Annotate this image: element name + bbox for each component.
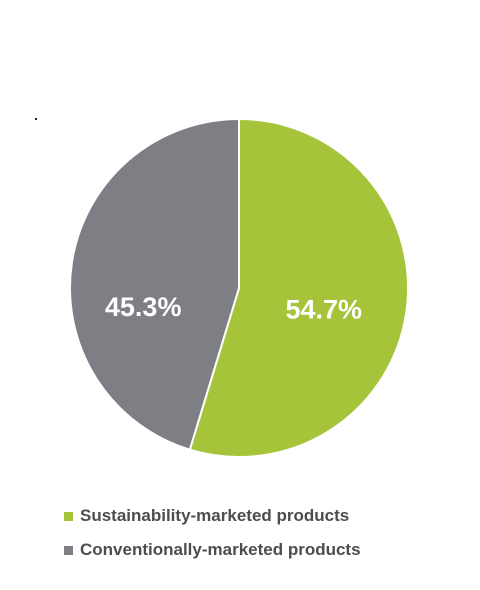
stray-dot [35, 118, 37, 120]
legend-item-conventional: Conventionally-marketed products [64, 540, 361, 560]
legend-item-sustainability: Sustainability-marketed products [64, 506, 361, 526]
pie-labels: 54.7% 45.3% [105, 292, 362, 325]
legend-label-sustainability: Sustainability-marketed products [80, 506, 350, 525]
pie-slices [69, 117, 409, 458]
pie-slice-conventional [69, 117, 240, 451]
pie-chart: 54.7% 45.3% [69, 117, 409, 458]
legend-swatch-sustainability [64, 511, 73, 521]
legend-label-conventional: Conventionally-marketed products [80, 540, 361, 559]
chart-legend: Sustainability-marketed products Convent… [64, 506, 361, 574]
pie-label-sustainability: 54.7% [285, 294, 362, 324]
pie-label-conventional: 45.3% [105, 292, 182, 322]
pie-slice-sustainability [188, 117, 409, 458]
legend-swatch-conventional [64, 545, 73, 555]
